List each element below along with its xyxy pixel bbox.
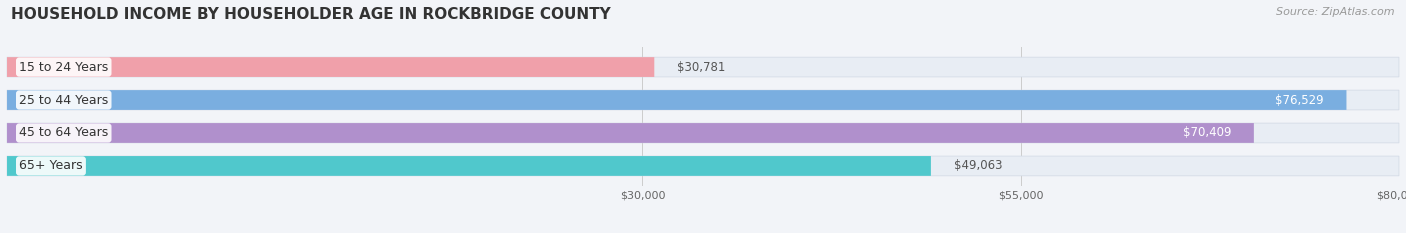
Text: $30,781: $30,781: [678, 61, 725, 74]
FancyBboxPatch shape: [7, 156, 1399, 176]
Text: $49,063: $49,063: [953, 159, 1002, 172]
FancyBboxPatch shape: [7, 57, 1399, 77]
FancyBboxPatch shape: [7, 57, 654, 77]
FancyBboxPatch shape: [7, 123, 1399, 143]
Text: 65+ Years: 65+ Years: [20, 159, 83, 172]
FancyBboxPatch shape: [7, 123, 1254, 143]
Text: $76,529: $76,529: [1275, 93, 1324, 106]
FancyBboxPatch shape: [7, 90, 1399, 110]
Text: 45 to 64 Years: 45 to 64 Years: [20, 127, 108, 140]
Text: HOUSEHOLD INCOME BY HOUSEHOLDER AGE IN ROCKBRIDGE COUNTY: HOUSEHOLD INCOME BY HOUSEHOLDER AGE IN R…: [11, 7, 612, 22]
Text: 15 to 24 Years: 15 to 24 Years: [20, 61, 108, 74]
Text: $70,409: $70,409: [1182, 127, 1232, 140]
Text: Source: ZipAtlas.com: Source: ZipAtlas.com: [1277, 7, 1395, 17]
Text: 25 to 44 Years: 25 to 44 Years: [20, 93, 108, 106]
FancyBboxPatch shape: [7, 156, 931, 176]
FancyBboxPatch shape: [7, 90, 1347, 110]
